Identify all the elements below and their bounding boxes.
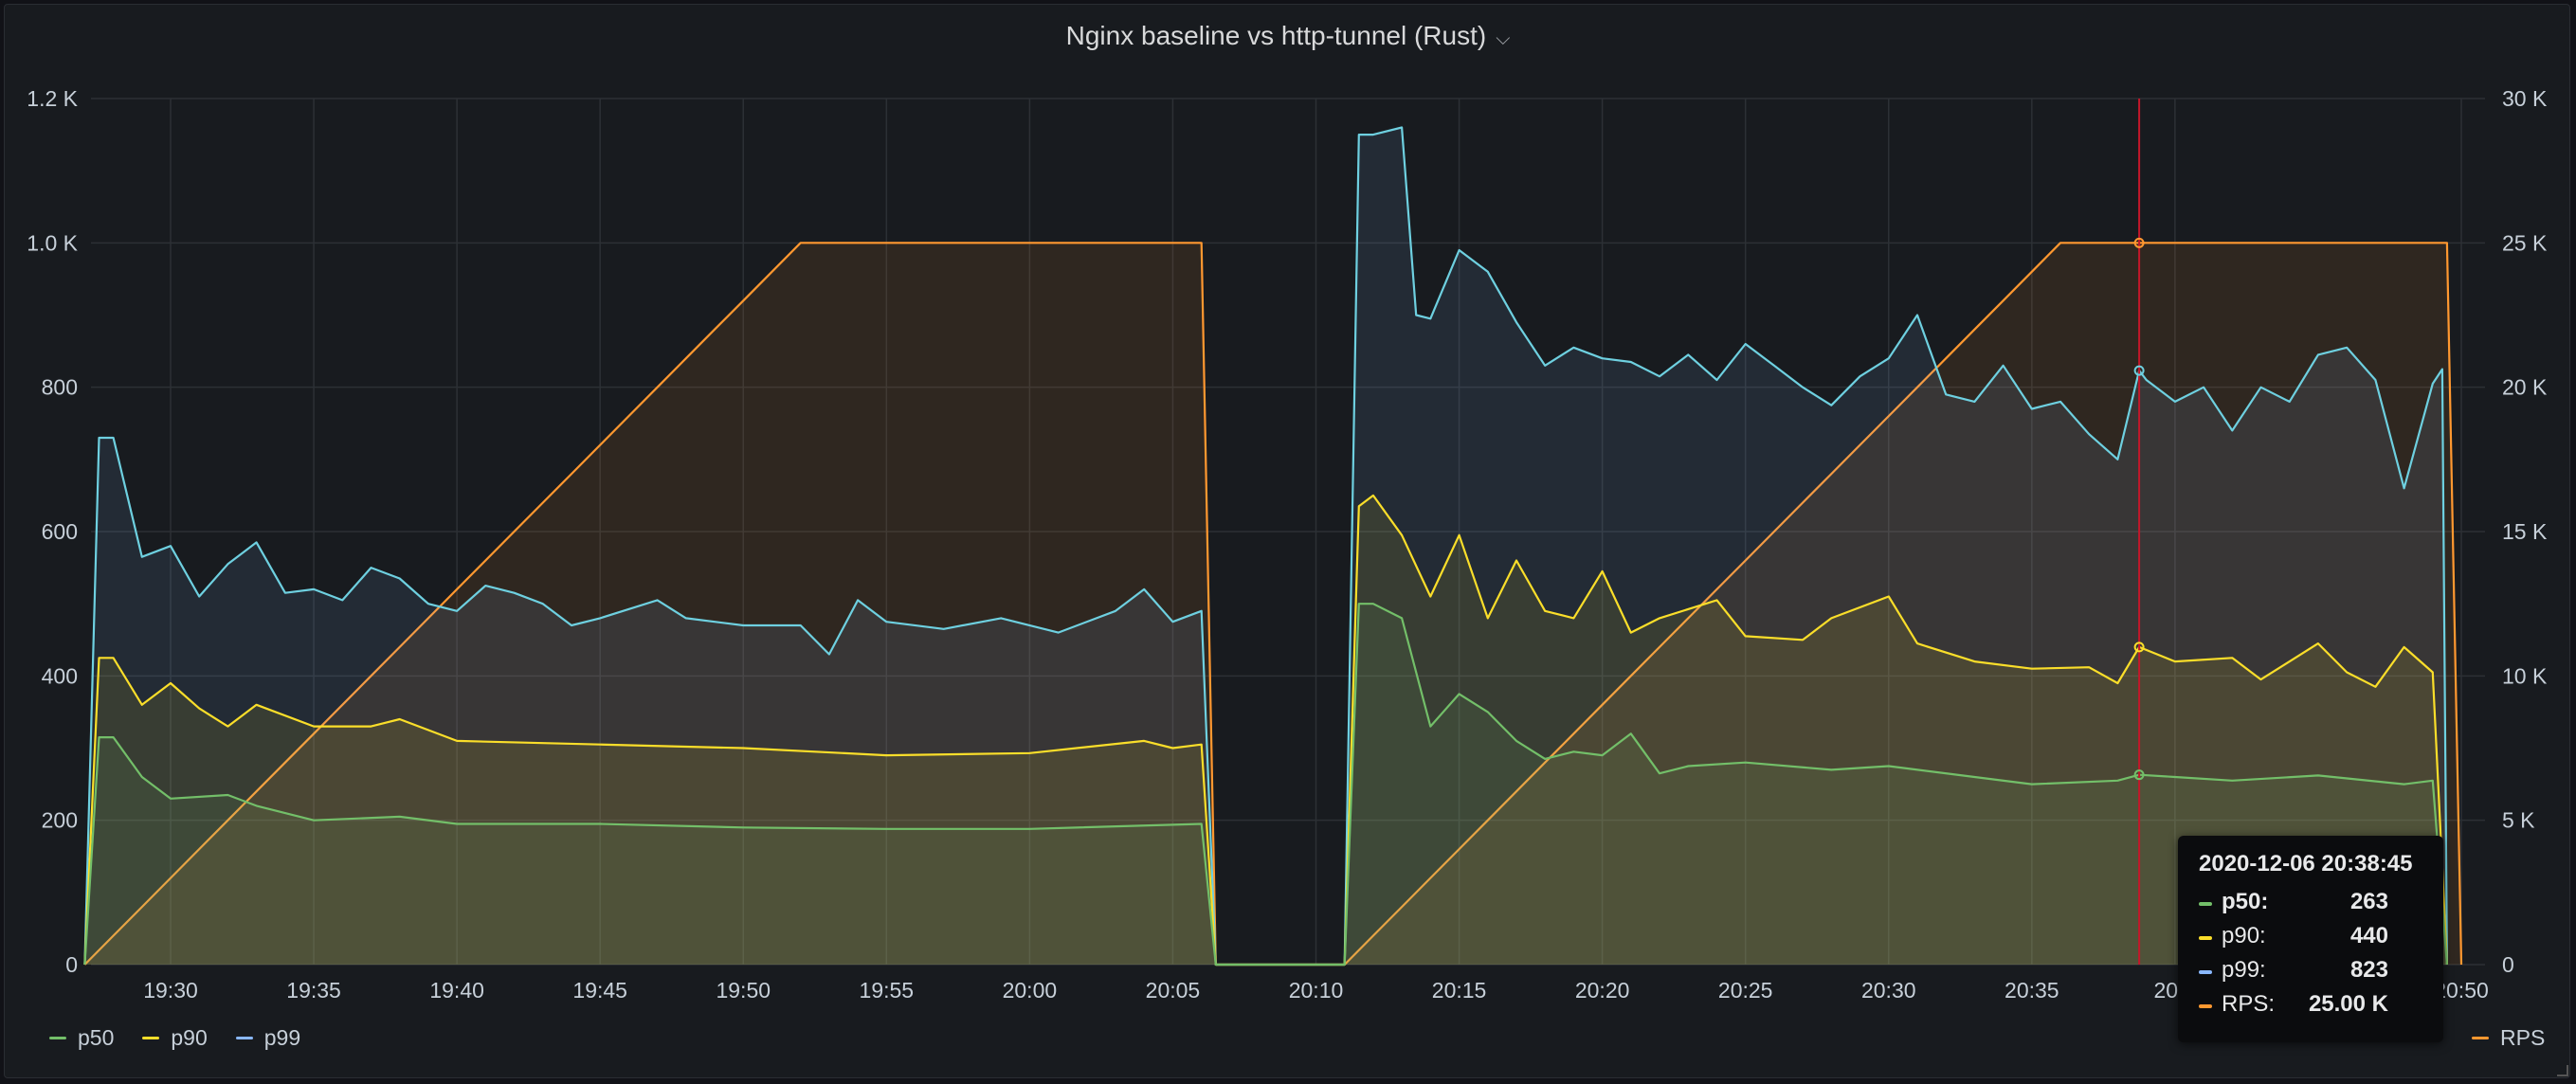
tooltip-swatch — [2199, 970, 2212, 974]
tooltip-label: p99: — [2222, 957, 2266, 983]
x-tick-label: 19:35 — [286, 978, 341, 1003]
x-tick-label: 20:35 — [2005, 978, 2059, 1003]
y-left-tick-label: 200 — [42, 808, 78, 833]
hover-tooltip: 2020-12-06 20:38:45 p50: 263 p90: 440 p99:… — [2178, 836, 2443, 1042]
tooltip-value: 823 — [2349, 957, 2388, 983]
tooltip-time: 2020-12-06 20:38:45 — [2199, 851, 2413, 876]
legend-right: RPS — [2472, 1025, 2545, 1051]
legend-item-p50[interactable]: p50 — [49, 1025, 114, 1051]
hover-point-p50 — [2133, 769, 2145, 781]
panel-title[interactable]: Nginx baseline vs http-tunnel (Rust) — [1065, 21, 1487, 50]
x-tick-label: 19:45 — [572, 978, 627, 1003]
tooltip-value: 25.00 K — [2308, 991, 2388, 1017]
y-left-tick-label: 1.0 K — [27, 230, 78, 255]
y-right-tick-label: 25 K — [2502, 230, 2548, 255]
y-right-tick-label: 10 K — [2502, 663, 2548, 688]
x-tick-label: 19:30 — [143, 978, 198, 1003]
tooltip-swatch — [2199, 902, 2212, 906]
y-right-tick-label: 15 K — [2502, 519, 2548, 544]
series-line-p90[interactable] — [83, 494, 2448, 967]
x-tick-label: 20:10 — [1289, 978, 1344, 1003]
panel-title-menu[interactable]: Nginx baseline vs http-tunnel (Rust) ⌵ — [0, 21, 2576, 51]
y-left-tick-label: 600 — [42, 519, 78, 544]
x-tick-label: 19:40 — [429, 978, 484, 1003]
y-left-tick-label: 0 — [65, 952, 78, 977]
tooltip-row-p90: p90: 440 — [2199, 923, 2426, 951]
x-tick-label: 19:50 — [716, 978, 771, 1003]
y-left-tick-label: 400 — [42, 663, 78, 688]
x-tick-label: 20:20 — [1575, 978, 1630, 1003]
tooltip-label: RPS: — [2222, 991, 2276, 1017]
series-area-rps — [84, 243, 2462, 965]
legend-swatch — [142, 1037, 160, 1039]
x-tick-label: 20:25 — [1718, 978, 1773, 1003]
hover-point-p90 — [2133, 641, 2145, 653]
legend-label[interactable]: RPS — [2500, 1025, 2546, 1050]
x-tick-label: 20:15 — [1432, 978, 1487, 1003]
chart-panel — [4, 4, 2570, 1078]
legend-item-rps[interactable]: RPS — [2472, 1025, 2545, 1051]
x-tick-label: 19:55 — [860, 978, 915, 1003]
y-right-tick-label: 5 K — [2502, 808, 2535, 833]
tooltip-row-p50: p50: 263 — [2199, 889, 2426, 917]
legend-item-p99[interactable]: p99 — [235, 1025, 301, 1051]
tooltip-swatch — [2199, 1004, 2212, 1008]
resize-handle[interactable] — [2557, 1065, 2568, 1076]
y-right-tick-label: 0 — [2502, 952, 2514, 977]
x-tick-label: 20:00 — [1003, 978, 1058, 1003]
legend-swatch — [2472, 1037, 2489, 1039]
tooltip-value: 263 — [2349, 889, 2388, 914]
legend-swatch — [235, 1037, 253, 1039]
legend-left: p50 p90 p99 — [49, 1025, 329, 1051]
series-line-p50[interactable] — [83, 603, 2448, 967]
legend-label[interactable]: p90 — [171, 1025, 208, 1050]
x-tick-label: 20:30 — [1861, 978, 1916, 1003]
tooltip-label: p90: — [2222, 923, 2266, 948]
y-left-tick-label: 800 — [42, 375, 78, 400]
series-area-p50 — [84, 604, 2447, 965]
tooltip-row-p99: p99: 823 — [2199, 957, 2426, 985]
hover-point-p99 — [2133, 365, 2145, 376]
legend-swatch — [49, 1037, 66, 1039]
y-right-tick-label: 20 K — [2502, 375, 2548, 400]
y-right-tick-label: 30 K — [2502, 86, 2548, 111]
tooltip-label: p50: — [2222, 889, 2269, 914]
tooltip-value: 440 — [2349, 923, 2388, 948]
legend-label[interactable]: p50 — [78, 1025, 115, 1050]
hover-point-rps — [2133, 237, 2145, 248]
tooltip-swatch — [2199, 936, 2212, 940]
x-tick-label: 20:05 — [1146, 978, 1201, 1003]
legend-label[interactable]: p99 — [263, 1025, 301, 1050]
tooltip-row-rps: RPS: 25.00 K — [2199, 991, 2426, 1020]
chevron-down-icon[interactable]: ⌵ — [1496, 28, 1511, 49]
series-area-p99 — [84, 127, 2447, 965]
y-left-tick-label: 1.2 K — [27, 86, 78, 111]
legend-item-p90[interactable]: p90 — [142, 1025, 208, 1051]
series-area-p90 — [84, 495, 2447, 965]
